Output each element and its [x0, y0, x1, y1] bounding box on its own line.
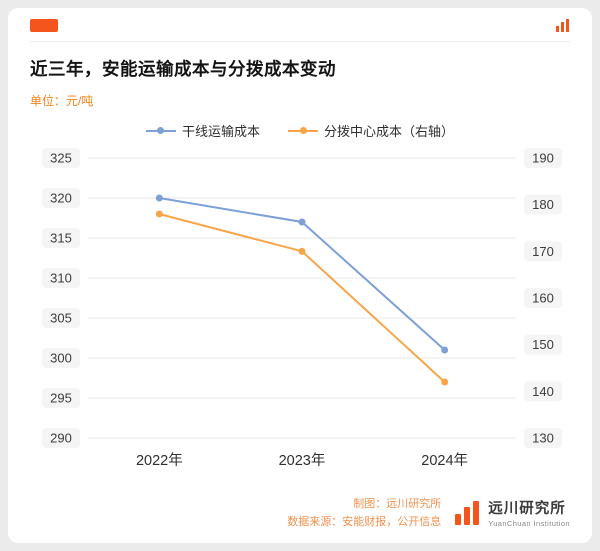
x-axis-label: 2024年: [421, 452, 468, 469]
yuanchuan-logo-icon: [455, 500, 480, 525]
chart-legend: 干线运输成本 分拨中心成本（右轴）: [30, 121, 570, 140]
credit-line: 制图：远川研究所: [353, 497, 442, 510]
yuanchuan-mark-icon: [556, 19, 569, 32]
tick-chip: [524, 381, 562, 402]
tick-chip: [42, 148, 80, 168]
right-axis-tick-label: 150: [532, 337, 554, 352]
left-axis-tick-label: 290: [50, 431, 72, 446]
series-line: [159, 213, 446, 383]
logo-text-block: 远川研究所 YuanChuan Institution: [488, 497, 570, 528]
logo-name-en: YuanChuan Institution: [488, 519, 570, 529]
left-axis-tick-label: 310: [50, 271, 72, 286]
data-point: [441, 346, 449, 354]
left-axis-tick-label: 325: [50, 151, 72, 166]
right-axis-tick-label: 180: [532, 197, 554, 212]
right-axis-tick-label: 170: [532, 244, 554, 259]
orange-badge: [30, 19, 58, 32]
data-point: [441, 378, 449, 386]
right-axis-tick-label: 130: [532, 431, 554, 446]
card-header: [30, 18, 570, 42]
card-footer: 制图：远川研究所 数据来源：安能财报，公开信息 远川研究所 YuanChuan …: [30, 495, 570, 531]
source-line: 数据来源：安能财报，公开信息: [287, 515, 442, 528]
left-axis-tick-label: 315: [50, 231, 72, 246]
logo-name-cn: 远川研究所: [488, 501, 566, 518]
unit-label: 单位：元/吨: [30, 94, 94, 108]
left-axis-tick-label: 295: [50, 391, 72, 406]
tick-chip: [524, 288, 562, 308]
right-axis-tick-label: 190: [532, 151, 554, 166]
left-axis-tick-label: 305: [50, 311, 72, 326]
tick-chip: [42, 348, 80, 368]
data-point: [155, 194, 163, 202]
right-axis-tick-label: 140: [532, 384, 554, 399]
chart-title: 近三年，安能运输成本与分拨成本变动: [30, 59, 336, 79]
tick-chip: [524, 148, 562, 168]
data-point: [298, 218, 306, 226]
legend-item-trunk-cost: 干线运输成本: [145, 121, 260, 140]
data-point: [155, 210, 163, 218]
tick-chip: [42, 308, 80, 328]
legend-label: 干线运输成本: [181, 124, 260, 139]
data-point: [298, 247, 306, 255]
tick-chip: [524, 194, 562, 215]
x-axis-label: 2022年: [136, 452, 183, 469]
tick-chip: [524, 334, 562, 355]
tick-chip: [42, 188, 80, 208]
tick-chip: [42, 228, 80, 248]
yuanchuan-logo: 远川研究所 YuanChuan Institution: [453, 497, 570, 528]
tick-chip: [524, 241, 562, 262]
legend-label: 分拨中心成本（右轴）: [324, 124, 455, 139]
credits-block: 制图：远川研究所 数据来源：安能财报，公开信息: [287, 495, 441, 531]
tick-chip: [42, 268, 80, 288]
tick-chip: [42, 428, 80, 448]
left-axis-tick-label: 300: [50, 351, 72, 366]
tick-chip: [524, 428, 562, 448]
tick-chip: [42, 388, 80, 408]
chart-card: 近三年，安能运输成本与分拨成本变动 单位：元/吨 干线运输成本 分拨中心成本（右…: [8, 8, 592, 543]
x-axis-label: 2023年: [279, 452, 326, 469]
line-chart: 325 320 315 310 305 300 295 290 190 180 170 160 150 1…: [42, 148, 562, 469]
right-axis-tick-label: 160: [532, 291, 554, 306]
legend-line-marker-icon: [145, 125, 176, 137]
legend-item-distribution-cost: 分拨中心成本（右轴）: [288, 121, 454, 140]
left-axis-tick-label: 320: [50, 191, 72, 206]
legend-line-marker-icon: [288, 125, 318, 137]
